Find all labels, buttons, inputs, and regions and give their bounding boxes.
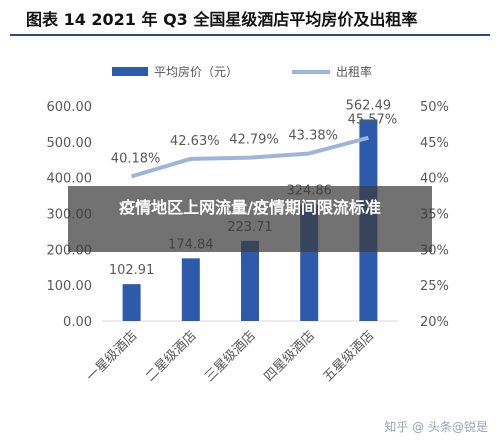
y-tick-label: 500.00	[47, 136, 93, 151]
line-data-label: 40.18%	[111, 151, 161, 166]
watermark: 知乎 @ 头条@锐是	[384, 420, 488, 434]
y-tick-label: 400.00	[47, 172, 93, 187]
overlay-banner: 疫情地区上网流量/疫情期间限流标准	[68, 186, 432, 252]
y2-tick-label: 50%	[420, 100, 449, 115]
x-tick-label: 一星级酒店	[84, 328, 141, 385]
bar-data-label: 102.91	[109, 263, 155, 278]
y2-tick-label: 45%	[420, 136, 449, 151]
line-data-label: 43.38%	[288, 128, 338, 143]
line-data-label: 42.79%	[229, 133, 279, 148]
x-tick-label: 三星级酒店	[202, 328, 259, 385]
x-tick-label: 四星级酒店	[261, 328, 318, 385]
legend-bar-label: 平均房价（元）	[154, 64, 238, 79]
bar	[181, 258, 200, 321]
x-tick-label: 五星级酒店	[321, 328, 378, 385]
y-tick-label: 100.00	[47, 279, 93, 294]
title-rule	[10, 34, 490, 36]
x-tick-label: 二星级酒店	[143, 328, 200, 385]
line-data-label: 42.63%	[170, 134, 220, 149]
legend-line-label: 出租率	[336, 64, 372, 79]
y2-tick-label: 25%	[420, 279, 449, 294]
legend-bar-swatch	[112, 67, 148, 76]
y-tick-label: 600.00	[47, 100, 93, 115]
chart-title: 图表 14 2021 年 Q3 全国星级酒店平均房价及出租率	[26, 10, 418, 29]
y2-tick-label: 40%	[420, 172, 449, 187]
y-tick-label: 0.00	[63, 315, 92, 330]
bar	[241, 240, 259, 321]
line-data-label: 45.57%	[348, 113, 398, 128]
series-line	[131, 135, 369, 179]
y2-tick-label: 20%	[420, 315, 449, 330]
bar	[122, 284, 141, 321]
bar-data-label: 562.49	[346, 98, 392, 113]
